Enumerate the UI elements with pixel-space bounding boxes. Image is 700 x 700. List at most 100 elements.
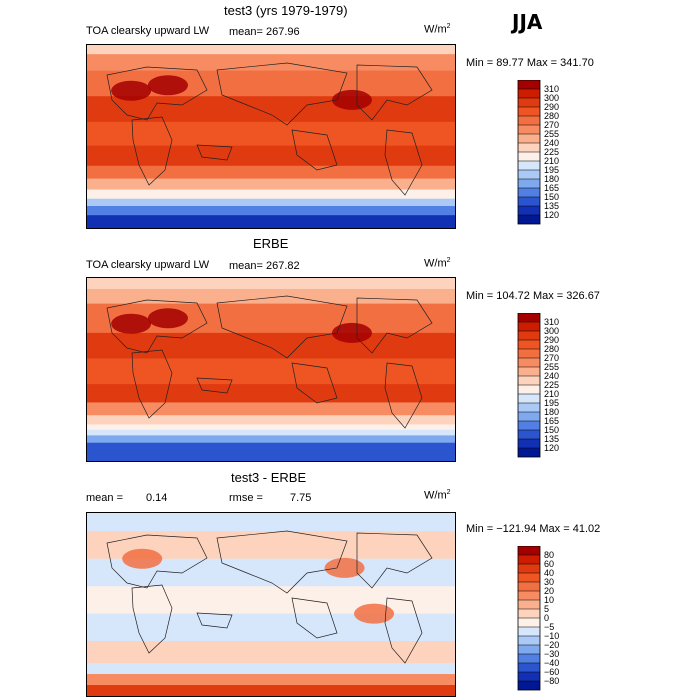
colorbar-label: 280 [544,344,559,354]
colorbar-label: 40 [544,568,554,578]
colorbar-label: 210 [544,389,559,399]
colorbar-swatch [518,555,540,564]
colorbar-label: 280 [544,111,559,121]
coastline [384,597,423,664]
coastline [196,144,233,161]
colorbar-swatch [518,681,540,690]
colorbar-label: −60 [544,667,559,677]
map-band [87,613,455,642]
colorbar: 3103002902802702552402252101951801651501… [517,79,559,225]
colorbar-swatch [518,134,540,143]
map-band [87,198,455,207]
colorbar-label: −5 [544,622,554,632]
coastline [131,584,173,654]
colorbar-swatch [518,421,540,430]
map-band [87,358,455,385]
colorbar-swatch [518,573,540,582]
colorbar-label: 300 [544,93,559,103]
map-band [87,415,455,425]
map-band [87,54,455,72]
colorbar-swatch [518,627,540,636]
map-hotspot [324,557,365,578]
map-band [87,402,455,416]
colorbar-swatch [518,331,540,340]
map-band [87,278,455,290]
colorbar-swatch [518,107,540,116]
panel-1-units: W/m2 [424,23,451,36]
colorbar-swatch [518,663,540,672]
coastline [131,116,173,186]
colorbar-swatch [518,394,540,403]
coastline [291,129,338,171]
colorbar-swatch [518,385,540,394]
colorbar-label: 165 [544,183,559,193]
colorbar-label: 290 [544,335,559,345]
colorbar-label: −20 [544,640,559,650]
colorbar-label: 225 [544,380,559,390]
map-band [87,45,455,55]
coastline [384,362,423,429]
map-hotspot [111,313,152,334]
coastline [356,532,433,589]
panel-3-mean-value: 0.14 [146,492,168,504]
map-band [87,435,455,444]
panel-3-colorbar: 80 60 40 30 20 10 5 0 −5 −10 −20 −30 −40 −60 −80 [515,545,575,699]
colorbar-swatch [518,636,540,645]
colorbar-label: 10 [544,595,554,605]
panel-3-units: W/m2 [424,489,451,502]
colorbar-swatch [518,564,540,573]
colorbar-label: 150 [544,425,559,435]
coastline [216,62,348,126]
map-plot [87,513,455,696]
panel-2-map [86,277,456,462]
colorbar-swatch [518,672,540,681]
map-band [87,332,455,360]
panel-1-map [86,44,456,229]
colorbar-swatch [518,313,540,322]
colorbar-label: 0 [544,613,549,623]
colorbar-label: −30 [544,649,559,659]
colorbar-label: −10 [544,631,559,641]
coastline [356,64,433,121]
map-band [87,206,455,216]
colorbar-label: 165 [544,416,559,426]
coastline [216,530,348,594]
map-band [87,685,455,696]
colorbar-label: 210 [544,156,559,166]
colorbar-swatch [518,376,540,385]
colorbar-label: 240 [544,138,559,148]
colorbar-label: 5 [544,604,549,614]
colorbar-label: 225 [544,147,559,157]
colorbar-label: 240 [544,371,559,381]
colorbar-swatch [518,367,540,376]
coastline [384,129,423,196]
colorbar-label: 120 [544,210,559,220]
colorbar-swatch [518,591,540,600]
colorbar-swatch [518,322,540,331]
units-text: W/m [424,489,447,502]
colorbar-swatch [518,197,540,206]
panel-1-title: test3 (yrs 1979-1979) [224,3,348,18]
colorbar-label: 180 [544,174,559,184]
coastline [356,297,433,354]
panel-3-map [86,512,456,697]
units-sup: 2 [446,489,451,496]
map-band [87,178,455,191]
colorbar-label: 310 [544,84,559,94]
colorbar-label: 120 [544,443,559,453]
colorbar-swatch [518,188,540,197]
colorbar-swatch [518,403,540,412]
colorbar-swatch [518,546,540,555]
colorbar-swatch [518,206,540,215]
panel-2-title: ERBE [253,236,289,251]
colorbar-label: 310 [544,317,559,327]
panel-2-mean: mean= 267.82 [229,260,300,272]
map-hotspot [147,75,188,96]
colorbar-label: 80 [544,550,554,560]
colorbar-swatch [518,80,540,89]
colorbar-label: 180 [544,407,559,417]
map-hotspot [122,548,163,569]
colorbar-swatch [518,430,540,439]
colorbar-swatch [518,143,540,152]
